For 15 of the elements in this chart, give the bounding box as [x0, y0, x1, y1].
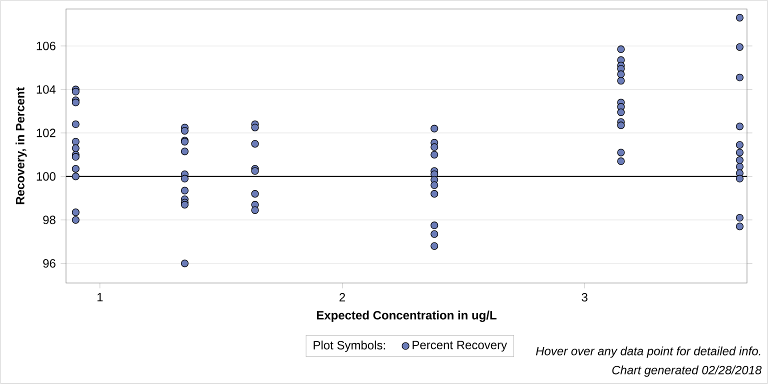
x-tick-label: 2 — [340, 293, 346, 302]
y-tick-label: 100 — [36, 172, 56, 181]
y-tick-label: 98 — [43, 216, 56, 224]
x-axis-title: Expected Concentration in ug/L — [316, 310, 496, 322]
y-tick-label: 102 — [36, 128, 56, 138]
text: Hover over any data point for detailed info. — [536, 346, 760, 358]
text: Chart generated 02/28/2018 — [612, 366, 762, 377]
x-tick-label: 1 — [98, 293, 103, 302]
y-tick-label: 104 — [36, 85, 56, 94]
x-tick-label: 3 — [582, 293, 588, 302]
y-tick-label: 106 — [36, 42, 56, 50]
y-tick-label: 96 — [43, 259, 56, 268]
y-axis-title: Recovery, in Percent — [16, 87, 27, 204]
legend-label: Percent Recovery — [412, 340, 508, 352]
legend-title: Plot Symbols: — [314, 340, 385, 352]
